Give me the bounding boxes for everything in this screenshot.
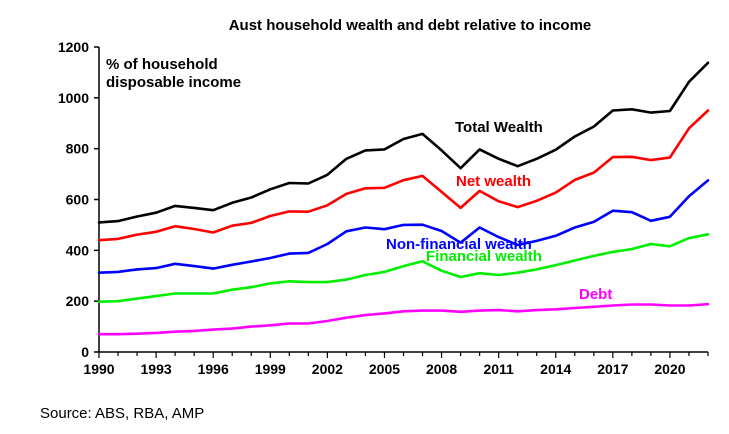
series-line-net-wealth [97,109,710,242]
y-tick-label: 0 [81,344,89,360]
series-line-total-wealth [97,61,710,224]
x-tick-label: 2020 [654,361,685,377]
x-tick-label: 1993 [141,361,172,377]
x-tick-label: 2002 [312,361,343,377]
series-label-total-wealth: Total Wealth [455,119,543,136]
x-tick-label: 1990 [83,361,114,377]
series-label-net-wealth: Net wealth [456,173,531,190]
x-tick-label: 1999 [255,361,286,377]
series-labels: Total Wealth Net wealth Non-financial weal… [386,119,612,303]
x-tick-label: 1996 [198,361,229,377]
x-tick-label: 2011 [483,361,514,377]
series-line-debt [97,302,710,336]
series-line-financial-wealth [97,233,710,304]
y-tick-label: 1000 [58,90,89,106]
series-line-non-financial-wealth [97,179,710,275]
y-tick-label: 800 [66,141,90,157]
series-label-debt: Debt [579,286,612,303]
y-tick-label: 1200 [58,39,89,55]
y-axis-label: % of household disposable income [106,56,241,91]
x-tick-label: 2014 [540,361,571,377]
series-label-financial-wealth: Financial wealth [426,248,542,265]
source-note: Source: ABS, RBA, AMP [40,405,204,422]
series-lines [97,61,710,336]
x-tick-label: 2005 [369,361,400,377]
y-tick-label: 200 [66,293,90,309]
x-axis-ticks: 1990 1993 1996 1999 2002 2005 2008 2011 2014 2017… [83,352,709,377]
y-axis-ticks: 0 200 400 600 800 1000 1200 [58,39,99,360]
chart-title: Aust household wealth and debt relative … [229,17,592,34]
y-axis-label-line-1: % of household [106,56,218,73]
series-label-non-financial-wealth: Non-financial wealth [386,236,532,253]
x-tick-label: 2017 [597,361,628,377]
y-tick-label: 600 [66,192,90,208]
y-axis-label-line-2: disposable income [106,74,241,91]
x-tick-label: 2008 [426,361,457,377]
y-tick-label: 400 [66,242,90,258]
